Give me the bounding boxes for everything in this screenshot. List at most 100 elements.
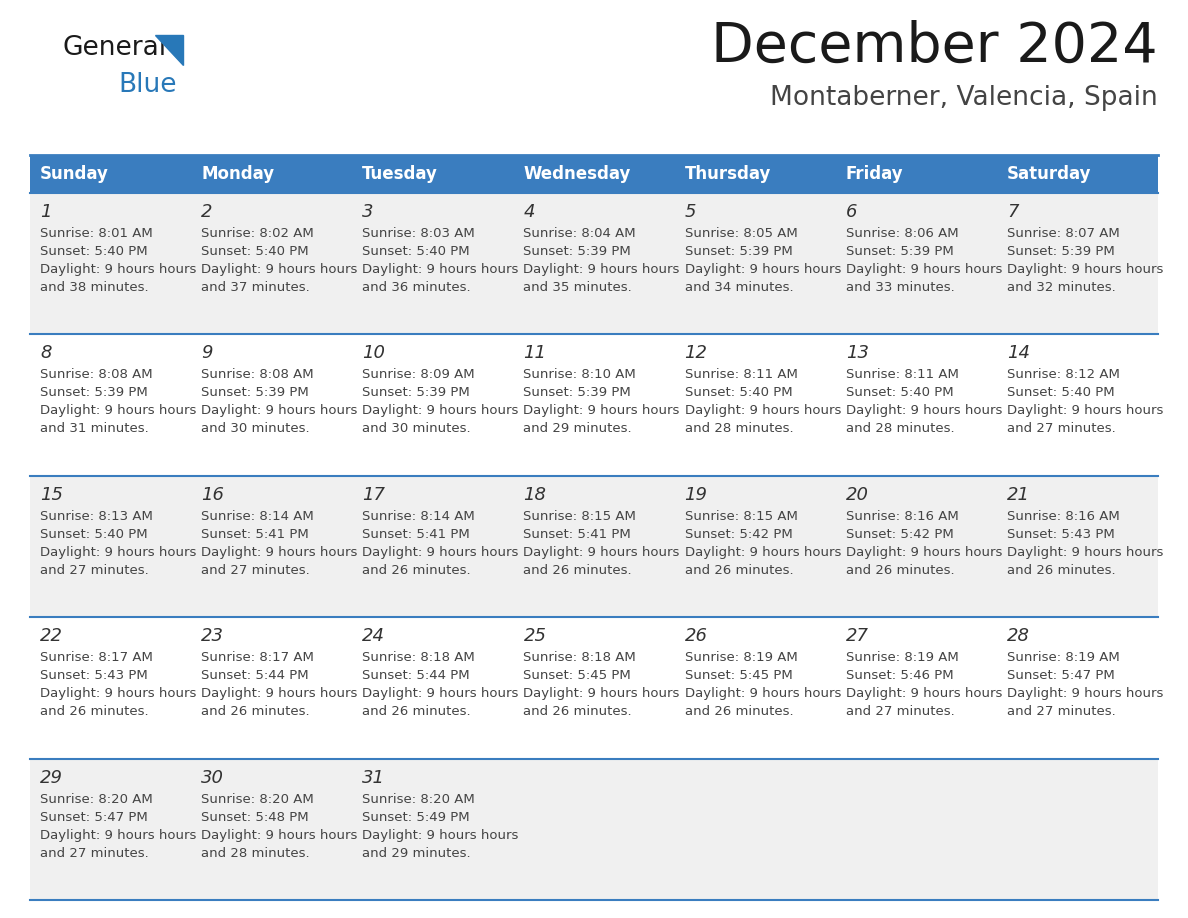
Text: Sunrise: 8:01 AM: Sunrise: 8:01 AM [40, 227, 153, 240]
Text: and 36 minutes.: and 36 minutes. [362, 281, 470, 294]
Text: Daylight: 9 hours hours: Daylight: 9 hours hours [40, 546, 196, 559]
Text: Sunrise: 8:03 AM: Sunrise: 8:03 AM [362, 227, 475, 240]
Text: Daylight: 9 hours hours: Daylight: 9 hours hours [362, 405, 519, 418]
Text: Sunrise: 8:19 AM: Sunrise: 8:19 AM [684, 651, 797, 665]
Text: and 28 minutes.: and 28 minutes. [846, 422, 954, 435]
Text: 16: 16 [201, 486, 225, 504]
Text: Daylight: 9 hours hours: Daylight: 9 hours hours [684, 405, 841, 418]
Text: and 30 minutes.: and 30 minutes. [201, 422, 310, 435]
Text: 24: 24 [362, 627, 385, 645]
Text: Daylight: 9 hours hours: Daylight: 9 hours hours [1007, 263, 1163, 276]
Text: Sunset: 5:39 PM: Sunset: 5:39 PM [362, 386, 470, 399]
Bar [30, 334, 1158, 476]
Text: Daylight: 9 hours hours: Daylight: 9 hours hours [201, 829, 358, 842]
Text: Sunrise: 8:02 AM: Sunrise: 8:02 AM [201, 227, 314, 240]
Text: Sunrise: 8:20 AM: Sunrise: 8:20 AM [201, 792, 314, 806]
Text: Sunset: 5:47 PM: Sunset: 5:47 PM [1007, 669, 1114, 682]
Text: Daylight: 9 hours hours: Daylight: 9 hours hours [40, 405, 196, 418]
Text: 4: 4 [524, 203, 535, 221]
Text: Sunrise: 8:14 AM: Sunrise: 8:14 AM [362, 509, 475, 522]
Text: 23: 23 [201, 627, 225, 645]
Text: Sunset: 5:41 PM: Sunset: 5:41 PM [524, 528, 631, 541]
Text: and 27 minutes.: and 27 minutes. [1007, 422, 1116, 435]
Text: 21: 21 [1007, 486, 1030, 504]
Text: Friday: Friday [846, 165, 903, 183]
Text: Daylight: 9 hours hours: Daylight: 9 hours hours [362, 688, 519, 700]
Text: Sunrise: 8:14 AM: Sunrise: 8:14 AM [201, 509, 314, 522]
Text: 1: 1 [40, 203, 51, 221]
Text: and 27 minutes.: and 27 minutes. [201, 564, 310, 577]
Text: Sunrise: 8:10 AM: Sunrise: 8:10 AM [524, 368, 637, 381]
Text: 29: 29 [40, 768, 63, 787]
Text: and 26 minutes.: and 26 minutes. [201, 705, 310, 718]
Text: Sunrise: 8:16 AM: Sunrise: 8:16 AM [846, 509, 959, 522]
Text: and 27 minutes.: and 27 minutes. [40, 564, 148, 577]
Text: Sunset: 5:39 PM: Sunset: 5:39 PM [524, 245, 631, 258]
Text: Daylight: 9 hours hours: Daylight: 9 hours hours [684, 263, 841, 276]
Text: 13: 13 [846, 344, 868, 363]
Text: Daylight: 9 hours hours: Daylight: 9 hours hours [846, 688, 1003, 700]
Text: Sunset: 5:40 PM: Sunset: 5:40 PM [201, 245, 309, 258]
Text: December 2024: December 2024 [712, 20, 1158, 74]
Text: 9: 9 [201, 344, 213, 363]
Text: and 26 minutes.: and 26 minutes. [362, 564, 470, 577]
Text: Daylight: 9 hours hours: Daylight: 9 hours hours [201, 546, 358, 559]
Text: 22: 22 [40, 627, 63, 645]
Text: Sunrise: 8:11 AM: Sunrise: 8:11 AM [684, 368, 797, 381]
Text: Sunrise: 8:20 AM: Sunrise: 8:20 AM [40, 792, 153, 806]
Text: Sunset: 5:48 PM: Sunset: 5:48 PM [201, 811, 309, 823]
Text: Sunrise: 8:12 AM: Sunrise: 8:12 AM [1007, 368, 1120, 381]
Text: Daylight: 9 hours hours: Daylight: 9 hours hours [684, 688, 841, 700]
Bar [30, 617, 1158, 758]
Text: Daylight: 9 hours hours: Daylight: 9 hours hours [524, 405, 680, 418]
Bar [30, 476, 1158, 617]
Text: Sunset: 5:42 PM: Sunset: 5:42 PM [846, 528, 954, 541]
Text: Wednesday: Wednesday [524, 165, 631, 183]
Text: Sunset: 5:40 PM: Sunset: 5:40 PM [846, 386, 953, 399]
Text: Sunrise: 8:17 AM: Sunrise: 8:17 AM [40, 651, 153, 665]
Text: Daylight: 9 hours hours: Daylight: 9 hours hours [524, 263, 680, 276]
Text: and 34 minutes.: and 34 minutes. [684, 281, 794, 294]
Text: and 38 minutes.: and 38 minutes. [40, 281, 148, 294]
Text: and 31 minutes.: and 31 minutes. [40, 422, 148, 435]
Text: 17: 17 [362, 486, 385, 504]
Text: Daylight: 9 hours hours: Daylight: 9 hours hours [846, 405, 1003, 418]
Text: Sunset: 5:40 PM: Sunset: 5:40 PM [40, 528, 147, 541]
Text: 26: 26 [684, 627, 708, 645]
Text: and 26 minutes.: and 26 minutes. [684, 705, 794, 718]
Text: Sunset: 5:44 PM: Sunset: 5:44 PM [362, 669, 470, 682]
Text: Sunrise: 8:16 AM: Sunrise: 8:16 AM [1007, 509, 1119, 522]
Text: and 28 minutes.: and 28 minutes. [201, 846, 310, 859]
Text: Sunset: 5:41 PM: Sunset: 5:41 PM [362, 528, 470, 541]
Text: 30: 30 [201, 768, 225, 787]
Text: Sunset: 5:43 PM: Sunset: 5:43 PM [40, 669, 147, 682]
Text: and 29 minutes.: and 29 minutes. [362, 846, 470, 859]
Text: Daylight: 9 hours hours: Daylight: 9 hours hours [40, 688, 196, 700]
Text: Sunset: 5:41 PM: Sunset: 5:41 PM [201, 528, 309, 541]
Text: Daylight: 9 hours hours: Daylight: 9 hours hours [846, 546, 1003, 559]
Text: Daylight: 9 hours hours: Daylight: 9 hours hours [362, 546, 519, 559]
Text: 25: 25 [524, 627, 546, 645]
Text: 8: 8 [40, 344, 51, 363]
Text: Daylight: 9 hours hours: Daylight: 9 hours hours [362, 263, 519, 276]
Text: Sunset: 5:39 PM: Sunset: 5:39 PM [201, 386, 309, 399]
Text: Sunrise: 8:11 AM: Sunrise: 8:11 AM [846, 368, 959, 381]
Text: Thursday: Thursday [684, 165, 771, 183]
Text: Daylight: 9 hours hours: Daylight: 9 hours hours [846, 263, 1003, 276]
Text: Sunset: 5:40 PM: Sunset: 5:40 PM [362, 245, 470, 258]
Text: Daylight: 9 hours hours: Daylight: 9 hours hours [201, 688, 358, 700]
Text: 15: 15 [40, 486, 63, 504]
Text: 31: 31 [362, 768, 385, 787]
Text: Sunset: 5:40 PM: Sunset: 5:40 PM [684, 386, 792, 399]
Bar [30, 155, 1158, 193]
Text: General: General [62, 35, 166, 61]
Text: 18: 18 [524, 486, 546, 504]
Text: 11: 11 [524, 344, 546, 363]
Text: Sunset: 5:43 PM: Sunset: 5:43 PM [1007, 528, 1114, 541]
Text: Sunset: 5:49 PM: Sunset: 5:49 PM [362, 811, 470, 823]
Text: Sunrise: 8:07 AM: Sunrise: 8:07 AM [1007, 227, 1119, 240]
Text: Sunrise: 8:08 AM: Sunrise: 8:08 AM [201, 368, 314, 381]
Text: Sunrise: 8:15 AM: Sunrise: 8:15 AM [684, 509, 797, 522]
Polygon shape [154, 35, 183, 65]
Text: and 37 minutes.: and 37 minutes. [201, 281, 310, 294]
